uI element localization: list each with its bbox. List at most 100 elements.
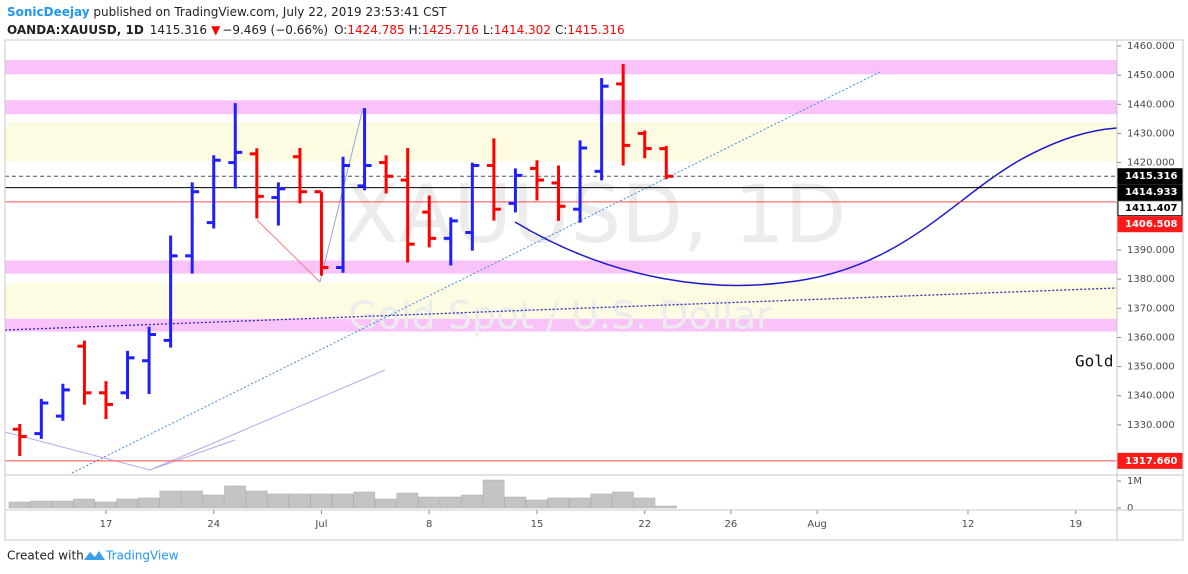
y-tick-label: 1370.000 [1127,303,1175,314]
low-value: 1414.302 [494,23,551,37]
x-tick-label: 22 [638,519,651,530]
price-label-box [1117,200,1183,217]
y-tick-label: 1440.000 [1127,99,1175,110]
x-tick-label: 19 [1069,519,1082,530]
o-label: O: [334,23,347,37]
volume-bar [396,492,419,509]
volume-bar [612,491,634,509]
x-tick-label: 24 [207,519,220,530]
volume-bar [461,494,483,509]
y-tick-label: 1420.000 [1127,158,1175,169]
volume-bar [332,493,354,509]
author: SonicDeejay [7,5,90,19]
volume-bar [8,501,31,509]
price-label-box [1117,168,1183,185]
drawing-line [256,219,321,283]
x-tick-label: Aug [807,519,827,530]
y-tick-label: 1450.000 [1127,70,1175,81]
volume-bar [439,496,462,509]
volume-bar [267,493,289,509]
zone [5,260,1117,274]
volume-bar [51,500,74,509]
volume-bar [590,493,613,509]
published: published on TradingView.com, July 22, 2… [90,5,448,19]
volume-bar [418,496,440,509]
volume-bar [569,497,591,509]
y-tick-label: 1460.000 [1127,41,1175,52]
x-tick-label: Jul [314,519,327,530]
zone [5,122,1117,162]
projection-curve [514,127,1117,287]
y-tick-label: 1360.000 [1127,332,1175,343]
high-value: 1425.716 [422,23,479,37]
footer-created: Created with [7,549,84,563]
footer-brand: TradingView [105,549,179,563]
volume-bar [116,498,139,509]
x-tick-label: 26 [725,519,738,530]
x-tick-label: 12 [962,519,975,530]
watermark: XAUUSD, 1D [344,168,846,261]
price-label-box [1117,184,1183,201]
frame [4,39,1184,541]
close-value: 1415.316 [567,23,624,37]
price-label: 1414.933 [1125,187,1178,198]
y-tick-label: 1340.000 [1127,391,1175,402]
volume-bar [138,497,160,509]
zone [5,282,1117,319]
annotation: Gold [1075,352,1114,371]
volume-bar [655,505,677,509]
volume-tick-label: 0 [1127,503,1133,514]
zone [5,100,1117,115]
volume-bar [73,498,95,509]
volume-bar [547,497,570,509]
x-tick-label: 17 [100,519,113,530]
volume-bar [224,485,246,509]
x-tick-label: 8 [426,519,432,530]
volume-bar [633,497,656,509]
volume-bar [482,479,505,509]
volume-bar [181,490,203,509]
last-price: 1415.316 [150,23,207,37]
volume-bar [525,499,548,509]
volume-bar [30,500,52,509]
zone [5,318,1117,332]
c-label: C: [555,23,567,37]
volume-bar [504,496,526,509]
down-arrow: ▼ [211,23,221,37]
price-label-box [1117,452,1183,469]
drawing-line [5,369,386,471]
price-label: 1411.407 [1125,203,1178,214]
y-tick-label: 1430.000 [1127,128,1175,139]
volume-bar [202,494,225,509]
y-tick-label: 1380.000 [1127,274,1175,285]
y-tick-label: 1330.000 [1127,420,1175,431]
volume-bar [94,501,117,509]
open-value: 1424.785 [347,23,404,37]
y-tick-label: 1350.000 [1127,362,1175,373]
header-line-1: SonicDeejay published on TradingView.com… [7,5,447,19]
change: −9.469 (−0.66%) [222,23,328,37]
price-label-box [1117,216,1183,233]
volume-bar [375,498,397,509]
volume-bar [159,490,182,509]
symbol: OANDA:XAUUSD, 1D [7,23,144,37]
volume-bar [353,491,376,509]
x-tick-label: 15 [531,519,544,530]
volume-bar [288,493,311,509]
watermark-subtitle: Gold Spot / U.S. Dollar [348,294,772,338]
drawing-line [319,107,364,283]
header-line-2: OANDA:XAUUSD, 1D 1415.316 ▼ −9.469 (−0.66%)… [7,23,625,37]
price-label: 1415.316 [1125,171,1178,182]
trend-line [5,287,1117,331]
volume-bar [310,493,333,509]
volume-bar [245,490,268,509]
price-label: 1406.508 [1125,219,1178,230]
l-label: L: [483,23,494,37]
h-label: H: [409,23,422,37]
brand-logo [84,551,105,560]
price-label: 1317.660 [1125,456,1178,467]
zone [5,59,1117,75]
volume-tick-label: 1M [1127,476,1142,487]
y-tick-label: 1390.000 [1127,245,1175,256]
